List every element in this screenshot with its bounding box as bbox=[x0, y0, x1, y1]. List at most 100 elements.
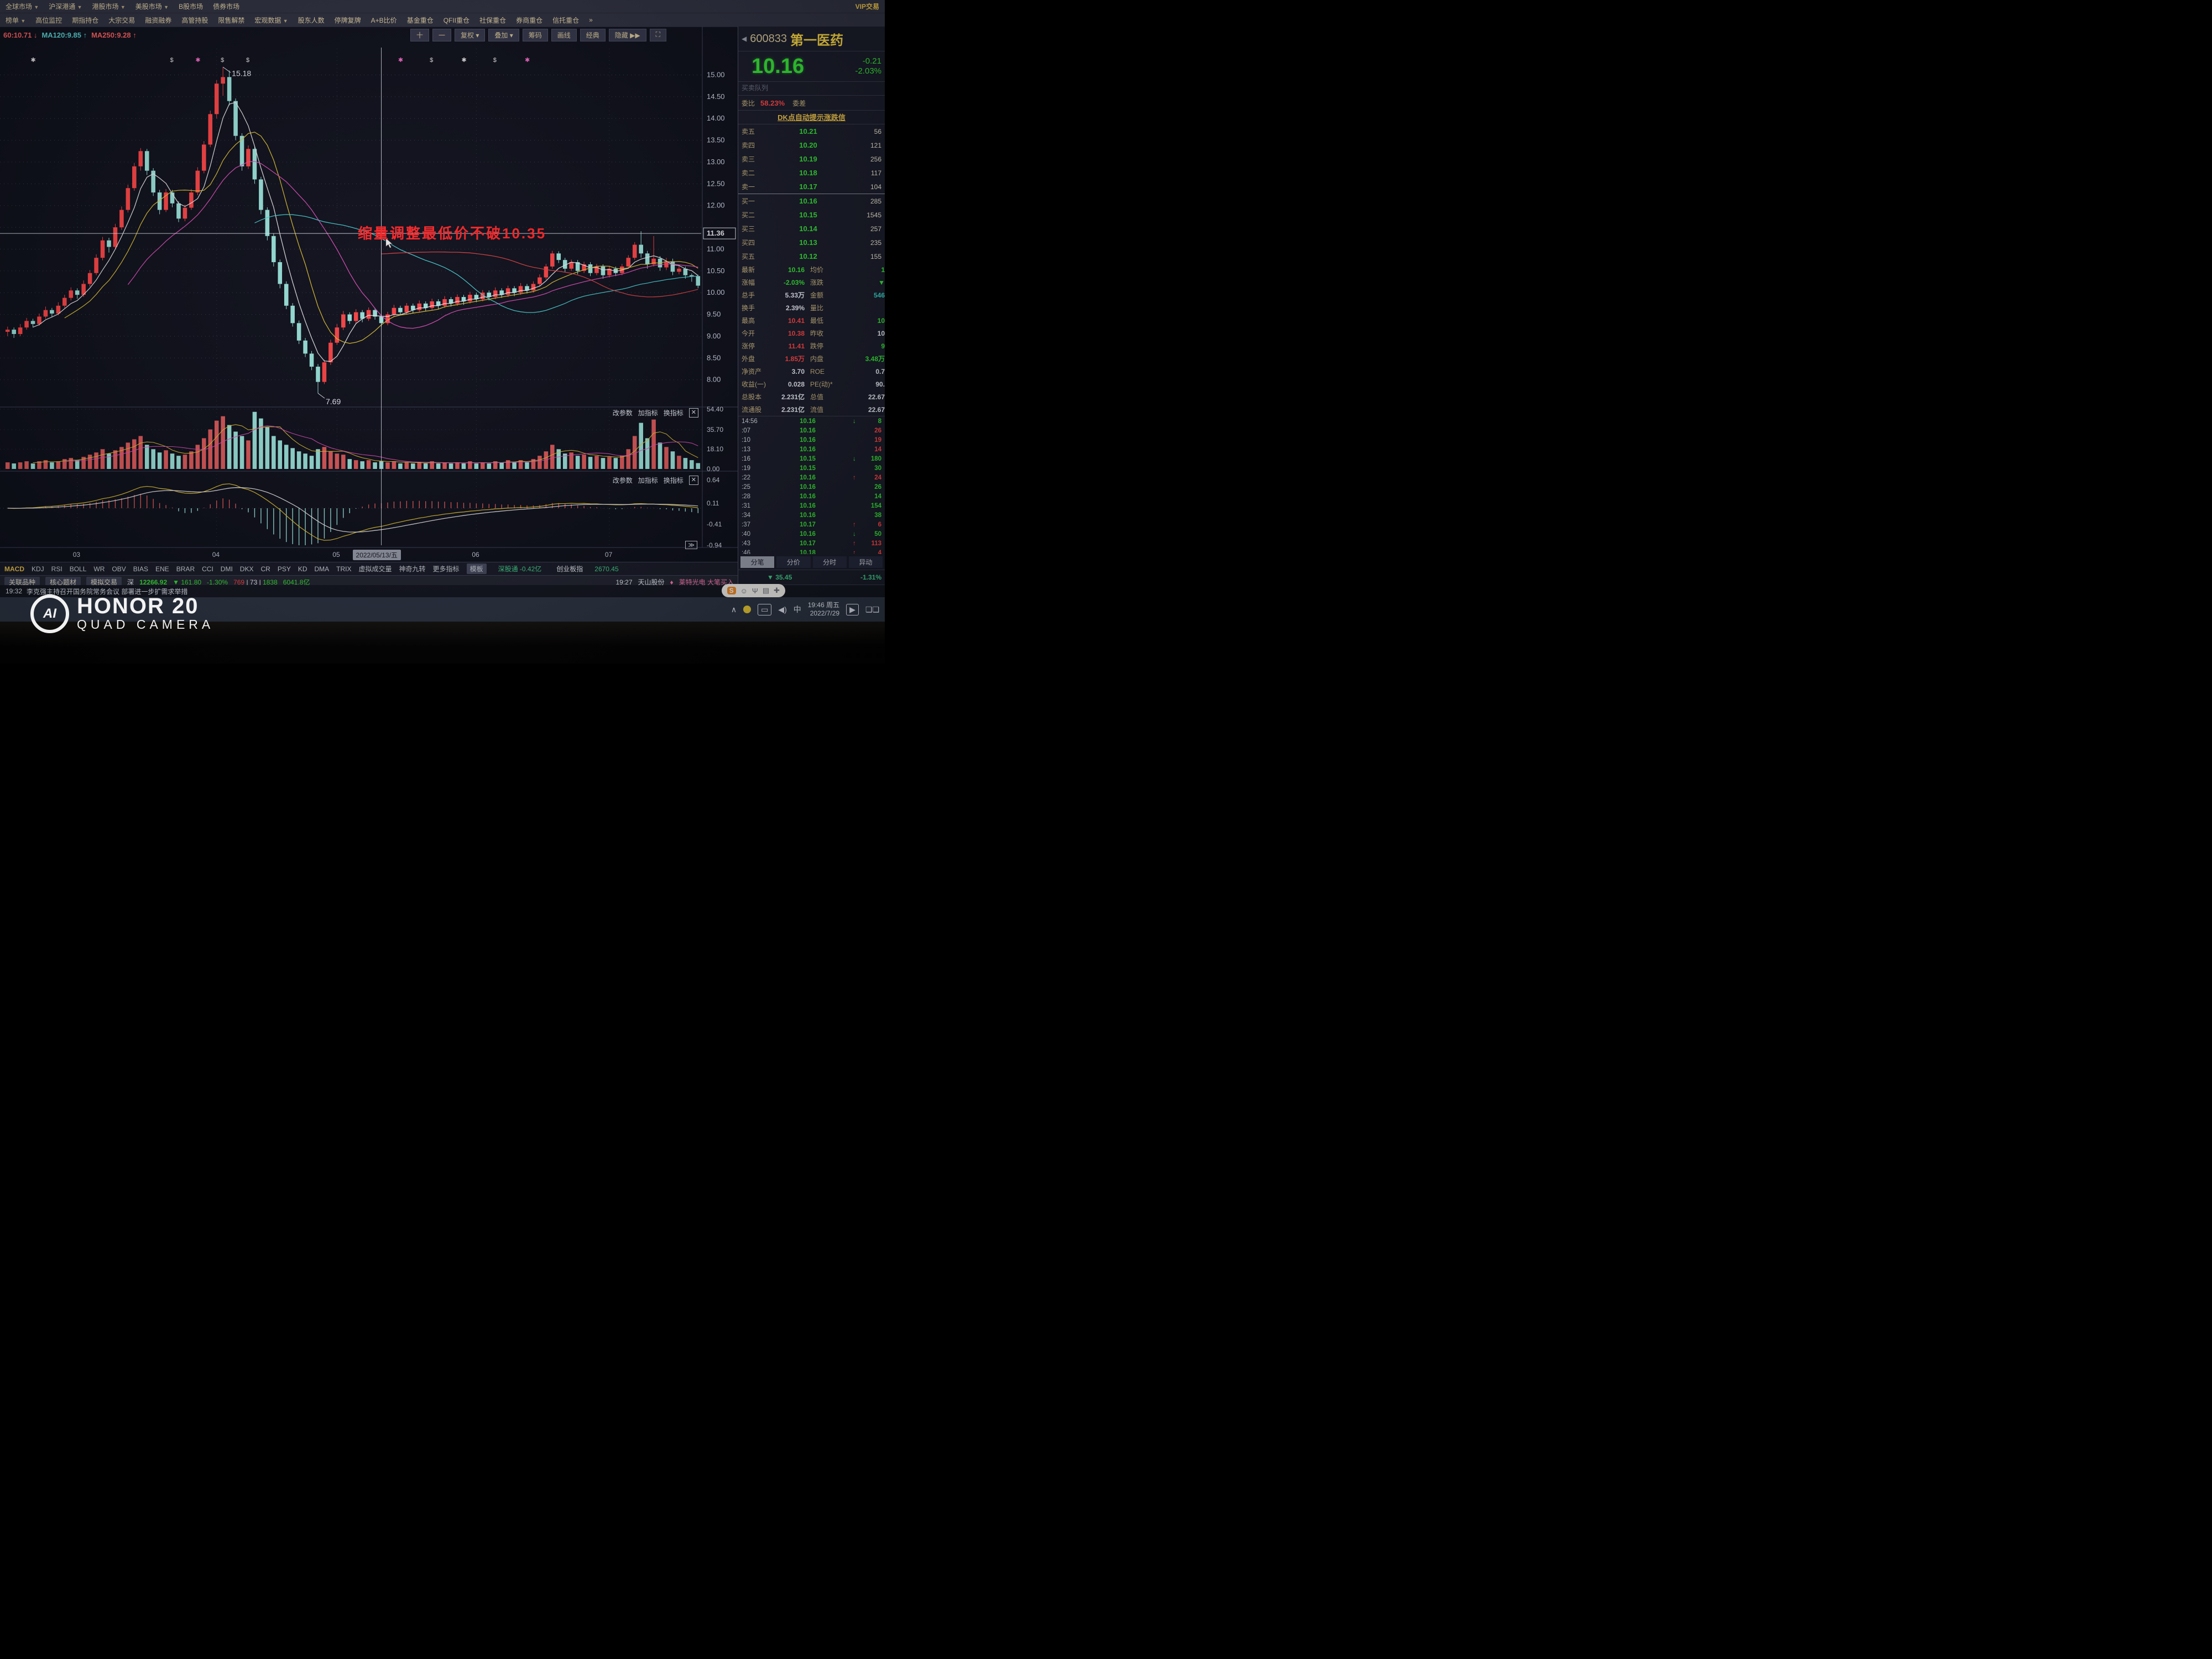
ask-row[interactable]: 卖五 10.21 56 bbox=[738, 124, 885, 138]
panel-tab-分价[interactable]: 分价 bbox=[776, 556, 811, 568]
indicator-tab-DMA[interactable]: DMA bbox=[314, 565, 330, 573]
indicator-tab-CCI[interactable]: CCI bbox=[202, 565, 213, 573]
tray-app-icon[interactable] bbox=[743, 606, 752, 613]
tab-core-theme[interactable]: 核心题材 bbox=[45, 577, 81, 587]
toolbar-button-6[interactable]: 经典 bbox=[580, 29, 606, 41]
indicator-tab-DKX[interactable]: DKX bbox=[239, 565, 254, 573]
menu-item-row2-6[interactable]: 限售解禁 bbox=[218, 16, 245, 24]
toolbar-button-0[interactable]: 十 bbox=[410, 29, 430, 41]
time-sales-list[interactable]: 14:56 10.16 ↓ 8:07 10.16 26:10 10.16 19:13 10.16… bbox=[738, 416, 885, 555]
menu-item-1[interactable]: 沪深港通 ▼ bbox=[49, 3, 82, 11]
panel-tab-分时[interactable]: 分时 bbox=[812, 556, 847, 568]
indicator-tab-虚拟成交量[interactable]: 虚拟成交量 bbox=[358, 565, 392, 573]
index-exchange[interactable]: 深 bbox=[127, 578, 134, 586]
ask-row[interactable]: 卖一 10.17 104 bbox=[738, 180, 885, 194]
sogou-tool-icon[interactable]: Ψ bbox=[752, 586, 758, 595]
volume-close-icon[interactable]: ✕ bbox=[688, 408, 698, 418]
indicator-tab-DMI[interactable]: DMI bbox=[220, 565, 233, 573]
macd-close-icon[interactable]: ✕ bbox=[688, 476, 698, 485]
cyb-label[interactable]: 创业板指 bbox=[556, 565, 583, 573]
indicator-tab-模板[interactable]: 模板 bbox=[466, 564, 487, 574]
video-player-icon[interactable]: ▶ bbox=[846, 603, 859, 615]
menu-item-row2-1[interactable]: 高位监控 bbox=[35, 16, 62, 24]
indicator-tab-BOLL[interactable]: BOLL bbox=[69, 565, 87, 573]
sogou-tool-icon[interactable]: ✚ bbox=[774, 586, 780, 594]
toolbar-button-7[interactable]: 隐藏 ▶▶ bbox=[608, 29, 646, 41]
sogou-tool-icon[interactable]: ▤ bbox=[762, 586, 770, 594]
toolbar-button-3[interactable]: 叠加 ▾ bbox=[488, 29, 519, 41]
indicator-tab-PSY[interactable]: PSY bbox=[277, 565, 291, 573]
volume-ctl-1[interactable]: 加指标 bbox=[638, 409, 658, 417]
panel-tab-异动[interactable]: 异动 bbox=[848, 556, 883, 568]
tab-related[interactable]: 关联品种 bbox=[4, 577, 40, 587]
menu-item-row2-10[interactable]: A+B比价 bbox=[371, 16, 397, 24]
menu-item-0[interactable]: 全球市场 ▼ bbox=[6, 3, 39, 11]
indicator-tab-KD[interactable]: KD bbox=[298, 565, 307, 573]
indicator-tab-CR[interactable]: CR bbox=[260, 565, 270, 573]
sogou-tool-icon[interactable]: ☺ bbox=[740, 586, 748, 595]
menu-overflow-icon[interactable]: » bbox=[589, 16, 593, 24]
bid-row[interactable]: 买五 10.12 155 bbox=[738, 249, 885, 263]
menu-item-row2-9[interactable]: 停牌复牌 bbox=[334, 16, 361, 24]
indicator-tab-更多指标[interactable]: 更多指标 bbox=[432, 565, 460, 573]
toolbar-button-5[interactable]: 画线 bbox=[551, 29, 577, 41]
menu-item-4[interactable]: B股市场 bbox=[179, 3, 204, 11]
indicator-tab-KDJ[interactable]: KDJ bbox=[32, 565, 44, 573]
news-flash[interactable]: 莱特光电 大笔买入 bbox=[679, 578, 734, 586]
sogou-input-bar[interactable]: S ☺ Ψ ▤ ✚ bbox=[721, 584, 785, 597]
input-lang-icon[interactable]: 中 bbox=[793, 605, 801, 614]
indicator-tab-神奇九转[interactable]: 神奇九转 bbox=[399, 565, 426, 573]
ticker2-headline[interactable]: 李克强主持召开国务院常务会议 部署进一步扩需求举措 bbox=[27, 587, 188, 596]
indicator-tab-TRIX[interactable]: TRIX bbox=[336, 565, 352, 573]
menu-item-row2-2[interactable]: 期指持仓 bbox=[72, 16, 99, 24]
menu-item-5[interactable]: 债券市场 bbox=[213, 3, 240, 11]
macd-ctl-1[interactable]: 加指标 bbox=[638, 477, 658, 484]
ask-row[interactable]: 卖四 10.20 121 bbox=[738, 138, 885, 152]
kline-chart-area[interactable]: 60:10.71 ↓ MA120:9.85 ↑ MA250:9.28 ↑ ✱ $ ✱ $ $… bbox=[0, 27, 738, 664]
back-icon[interactable]: ◀ bbox=[742, 35, 747, 43]
bid-row[interactable]: 买一 10.16 285 bbox=[738, 194, 885, 208]
vip-trade-label[interactable]: VIP交易 bbox=[855, 3, 879, 11]
volume-ctl-2[interactable]: 换指标 bbox=[663, 409, 684, 417]
bid-row[interactable]: 买三 10.14 257 bbox=[738, 222, 885, 236]
volume-ctl-0[interactable]: 改参数 bbox=[612, 409, 633, 417]
macd-ctl-0[interactable]: 改参数 bbox=[612, 477, 633, 484]
menu-item-row2-8[interactable]: 股东人数 bbox=[298, 16, 325, 24]
tray-caret-icon[interactable]: ∧ bbox=[731, 604, 737, 614]
bid-row[interactable]: 买二 10.15 1545 bbox=[738, 208, 885, 222]
macd-ctl-2[interactable]: 换指标 bbox=[663, 477, 684, 484]
menu-item-row2-13[interactable]: 社保重仓 bbox=[479, 16, 507, 24]
menu-item-2[interactable]: 港股市场 ▼ bbox=[92, 3, 126, 11]
speaker-icon[interactable]: ◀) bbox=[778, 604, 787, 614]
indicator-tab-MACD[interactable]: MACD bbox=[4, 565, 24, 573]
indicator-tab-OBV[interactable]: OBV bbox=[112, 565, 126, 573]
toolbar-button-1[interactable]: 一 bbox=[432, 29, 452, 41]
dk-ad-banner[interactable]: DK点自动提示涨跌信 bbox=[738, 111, 885, 124]
menu-item-row2-3[interactable]: 大宗交易 bbox=[108, 16, 135, 24]
menu-item-row2-14[interactable]: 券商重仓 bbox=[516, 16, 543, 24]
ask-row[interactable]: 卖三 10.19 256 bbox=[738, 152, 885, 166]
menu-item-row2-11[interactable]: 基金重仓 bbox=[406, 16, 434, 24]
chat-bubbles-icon[interactable]: ❏❏ bbox=[865, 604, 879, 614]
menu-item-3[interactable]: 美股市场 ▼ bbox=[135, 3, 169, 11]
bid-row[interactable]: 买四 10.13 235 bbox=[738, 236, 885, 249]
menu-item-row2-15[interactable]: 信托重仓 bbox=[552, 16, 580, 24]
monitor-icon[interactable]: ▭ bbox=[758, 603, 772, 615]
ask-row[interactable]: 卖二 10.18 117 bbox=[738, 166, 885, 180]
menu-item-row2-7[interactable]: 宏观数据 ▼ bbox=[254, 16, 288, 24]
indicator-tab-BRAR[interactable]: BRAR bbox=[176, 565, 195, 573]
indicator-tab-ENE[interactable]: ENE bbox=[155, 565, 169, 573]
menu-item-row2-4[interactable]: 融资融券 bbox=[145, 16, 172, 24]
taskbar-clock[interactable]: 19:46 周五 2022/7/29 bbox=[807, 601, 840, 617]
queue-subtab[interactable]: 买卖队列 bbox=[738, 82, 885, 96]
menu-item-row2-5[interactable]: 高管持股 bbox=[181, 16, 208, 24]
kline-chart-svg[interactable]: ✱ $ ✱ $ $ ✱ $ ✱ $ ✱ 15.18 7.69 缩量调整最低价不破10.35 15.00 14… bbox=[0, 27, 738, 553]
menu-item-row2-0[interactable]: 榜单 ▼ bbox=[6, 16, 26, 24]
menu-item-row2-12[interactable]: QFII重仓 bbox=[443, 16, 470, 24]
news-stock[interactable]: 天山股份 bbox=[638, 578, 665, 586]
index-value[interactable]: 12266.92 bbox=[139, 578, 168, 586]
panel-tab-分笔[interactable]: 分笔 bbox=[740, 556, 775, 568]
indicator-tab-WR[interactable]: WR bbox=[93, 565, 105, 573]
pane-expand-icon[interactable]: ≫ bbox=[685, 541, 697, 549]
toolbar-button-4[interactable]: 筹码 bbox=[522, 29, 548, 41]
